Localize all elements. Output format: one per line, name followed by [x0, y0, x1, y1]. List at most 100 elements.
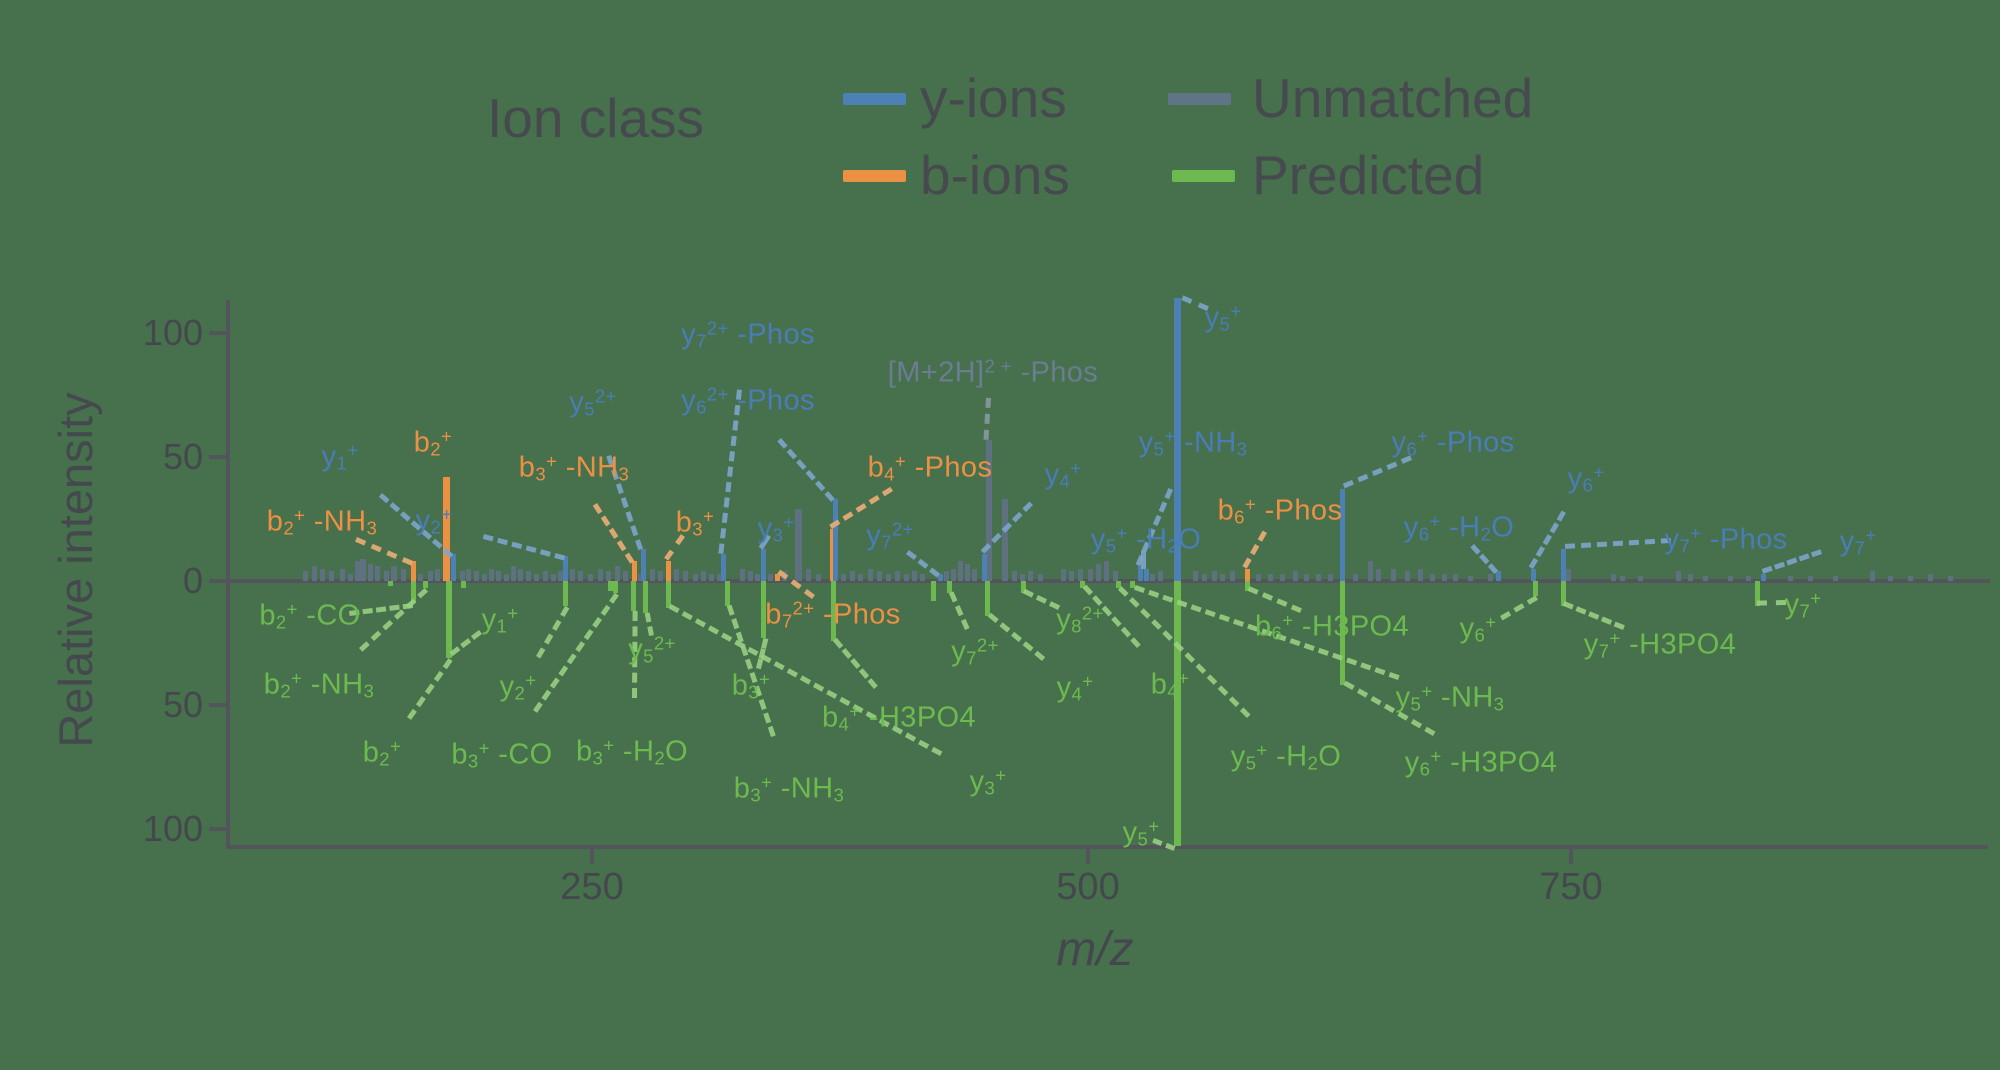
peak-predicted	[563, 581, 568, 606]
peak-unmatched	[1293, 571, 1298, 581]
ion-annotation: y7+ -H3PO4	[1583, 627, 1737, 662]
peak-predicted	[947, 581, 952, 593]
peak-predicted	[1174, 581, 1181, 846]
peak-unmatched	[850, 571, 855, 581]
peak-unmatched	[1566, 569, 1571, 581]
y-tick-label: 50	[162, 436, 203, 477]
ion-annotation: y5+ -NH3	[1138, 425, 1248, 460]
peak-unmatched	[944, 571, 949, 581]
ion-annotation: [M+2H]2 + -Phos	[887, 355, 1099, 389]
peak-unmatched	[1158, 571, 1163, 581]
peak-y-ion	[721, 554, 726, 581]
peak-predicted	[1080, 581, 1085, 588]
ion-annotation: y72+	[951, 634, 999, 669]
ion-annotation: y1+	[481, 602, 519, 637]
ion-annotation: y5+ -H2O	[1090, 522, 1202, 557]
peak-unmatched	[504, 574, 509, 581]
legend-label-y-ions: y-ions	[920, 67, 1067, 129]
ion-annotation: b2+ -CO	[259, 598, 361, 633]
peak-predicted	[1340, 581, 1345, 685]
peak-unmatched	[1113, 571, 1118, 581]
peak-unmatched	[320, 569, 325, 581]
ion-annotation: y6+ -Phos	[1391, 425, 1515, 460]
x-axis-line	[226, 845, 1988, 849]
ion-annotation: b2+	[413, 425, 453, 460]
peak-unmatched	[384, 571, 389, 581]
peak-b-ion	[775, 574, 780, 581]
peak-unmatched	[1430, 574, 1435, 581]
peak-unmatched	[606, 571, 611, 581]
ion-annotation: y7+	[1784, 587, 1822, 622]
peak-y-ion	[1496, 571, 1501, 581]
peak-unmatched	[886, 574, 891, 581]
peak-unmatched	[1788, 576, 1793, 581]
peak-unmatched	[623, 571, 628, 581]
peak-y-ion	[641, 549, 646, 581]
peak-unmatched	[1038, 574, 1043, 581]
peak-unmatched	[1442, 574, 1447, 581]
annotation-connector-line	[533, 592, 620, 713]
peak-unmatched	[615, 566, 620, 581]
peak-unmatched	[551, 574, 556, 581]
y-tick-label: 100	[142, 312, 203, 353]
peak-unmatched	[895, 571, 900, 581]
peak-unmatched	[1728, 576, 1733, 581]
peak-unmatched	[1611, 574, 1616, 581]
annotation-connector-line	[482, 534, 565, 561]
peak-unmatched	[1220, 574, 1225, 581]
peak-unmatched	[841, 574, 846, 581]
peak-unmatched	[638, 574, 643, 581]
peak-unmatched	[1104, 561, 1109, 581]
peak-unmatched	[1353, 574, 1358, 581]
peak-unmatched	[1638, 576, 1643, 581]
peak-predicted	[423, 581, 428, 588]
peak-unmatched	[1453, 574, 1458, 581]
peak-y-ion	[1761, 574, 1766, 581]
ion-annotation: y72+	[866, 518, 914, 553]
ion-annotation: y5+	[1204, 300, 1242, 335]
ion-annotation: b3+ -NH3	[733, 771, 845, 806]
ion-annotation: b4+ -H3PO4	[821, 700, 977, 735]
peak-unmatched	[391, 566, 397, 581]
annotation-connector-line	[948, 590, 970, 630]
peak-unmatched	[1703, 576, 1708, 581]
legend-swatch-unmatched	[1168, 93, 1231, 105]
peak-y-ion	[1174, 298, 1181, 581]
peak-unmatched	[795, 509, 802, 581]
peak-unmatched	[1468, 576, 1473, 581]
annotation-connector-line	[359, 587, 429, 652]
peak-unmatched	[1833, 576, 1838, 581]
peak-unmatched	[1268, 574, 1273, 581]
peak-unmatched	[496, 571, 501, 581]
x-tick-label: 500	[1056, 866, 1120, 908]
peak-unmatched	[1870, 571, 1875, 581]
annotation-connector-line	[535, 606, 570, 659]
peak-unmatched	[658, 571, 663, 581]
peak-unmatched	[1002, 499, 1008, 581]
peak-unmatched	[1746, 576, 1751, 581]
peak-unmatched	[428, 571, 433, 581]
x-tick-label: 250	[560, 866, 624, 908]
ion-annotation: b3+ -NH3	[518, 450, 630, 485]
peak-unmatched	[460, 571, 465, 581]
ion-annotation: b6+ -H3PO4	[1254, 609, 1410, 644]
peak-unmatched	[1193, 571, 1198, 581]
ion-annotation: y1+	[321, 439, 359, 474]
peak-unmatched	[755, 574, 760, 581]
peak-unmatched	[701, 571, 706, 581]
peak-unmatched	[598, 569, 603, 581]
ion-annotation: y7+ -Phos	[1664, 522, 1788, 557]
peak-unmatched	[435, 569, 440, 581]
x-tick	[1086, 845, 1090, 864]
peak-unmatched	[1328, 574, 1333, 581]
ion-annotation: y6+ -H3PO4	[1404, 745, 1558, 780]
peak-y-ion	[1561, 549, 1566, 581]
peak-predicted	[1755, 581, 1760, 606]
annotation-connector-line	[1246, 586, 1302, 614]
zero-baseline	[226, 579, 1990, 583]
peak-unmatched	[740, 569, 745, 581]
peak-y-ion	[761, 549, 766, 581]
peak-predicted	[725, 581, 730, 606]
ion-annotation: b3+	[675, 505, 715, 540]
